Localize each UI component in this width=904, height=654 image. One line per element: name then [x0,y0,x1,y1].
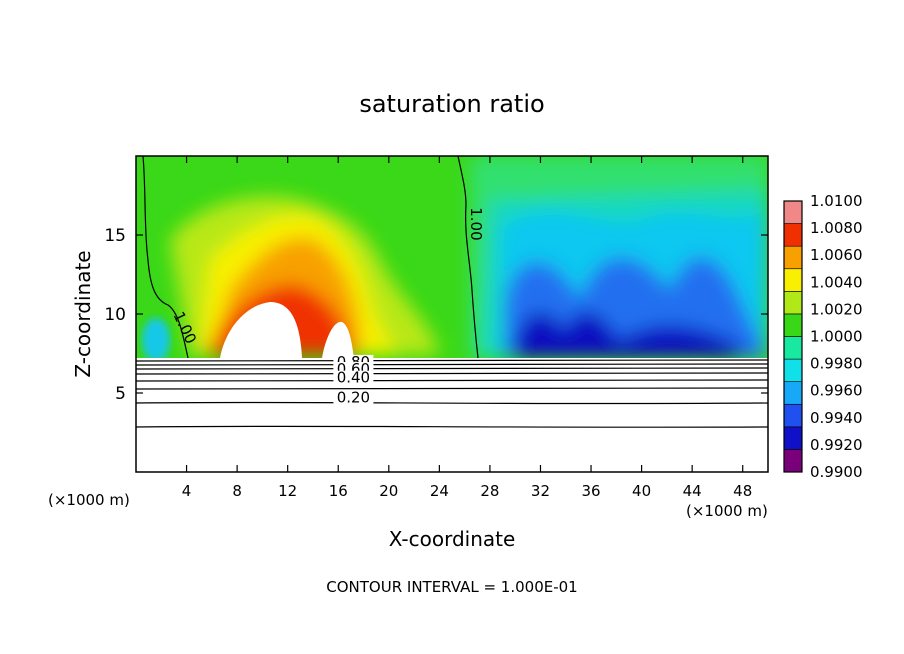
x-unit-left: (×1000 m) [48,491,130,509]
colorbar-label: 0.9960 [810,382,863,400]
x-tick-label: 28 [480,482,499,500]
contour-0-60 [136,367,768,370]
colorbar-frame [783,200,803,473]
contour-label: 0.40 [337,369,370,387]
core-right [322,321,354,358]
x-tick-label: 32 [531,482,550,500]
x-tick-label: 44 [683,482,702,500]
contour-0-40 [136,379,768,382]
x-tick-label: 16 [329,482,348,500]
x-tick-label: 36 [581,482,600,500]
contour-0-30 [136,387,768,390]
x-tick-label: 12 [278,482,297,500]
contour-1-00-right [457,156,479,359]
x-tick-label: 8 [232,482,242,500]
colorbar: 0.9900 0.9920 0.9940 0.9960 0.9980 1.0000 1.00… [783,192,863,481]
colorbar-label: 1.0040 [810,273,863,291]
lower-layer [136,358,768,472]
contour-label: 1.00 [467,207,485,240]
contour-0-50 [136,372,768,375]
y-tick-label: 10 [104,305,126,325]
y-tick-label: 15 [104,226,126,246]
colorbar-swatch [783,449,803,473]
colorbar-label: 1.0020 [810,300,863,318]
x-tick-label: 20 [379,482,398,500]
x-unit-right: (×1000 m) [686,502,768,520]
colorbar-swatch [783,200,803,224]
colorbar-swatch [783,268,803,292]
colorbar-label: 0.9940 [810,409,863,427]
colorbar-swatch [783,336,803,360]
colorbar-swatch [783,313,803,337]
colorbar-label: 1.0060 [810,246,863,264]
contour-0-10 [136,425,768,428]
x-tick-label: 40 [632,482,651,500]
colorbar-label: 0.9900 [810,463,863,481]
colorbar-label: 1.0000 [810,328,863,346]
chart-title: saturation ratio [359,90,544,118]
plot-area: 1.001.000.800.600.400.20 [136,156,768,472]
x-tick-label: 24 [430,482,449,500]
colorbar-swatch [783,291,803,315]
contour-0-20 [136,401,768,405]
y-axis-ticks: 5 10 15 [104,226,768,404]
contour-interval-note: CONTOUR INTERVAL = 1.000E-01 [326,578,577,596]
colorbar-swatch [783,358,803,382]
contour-0-70 [136,363,768,366]
x-axis-ticks: 4 8 12 16 20 24 28 32 36 40 44 48 [182,156,752,500]
colorbar-label: 1.0100 [810,192,863,210]
contour-0-80 [136,359,768,362]
x-tick-label: 4 [182,482,192,500]
contour-lines [136,156,768,428]
y-axis-label: Z-coordinate [71,250,95,377]
colorbar-swatch [783,245,803,270]
contour-label: 0.20 [337,388,370,406]
colorbar-label: 1.0080 [810,219,863,237]
colorbar-swatch [783,381,803,405]
colorbar-swatch [783,223,803,247]
contour-label-bg [333,370,374,385]
colorbar-label: 0.9980 [810,355,863,373]
colorbar-swatch [783,403,803,428]
x-axis-label: X-coordinate [389,527,516,551]
contour-label-bg [333,390,374,405]
colorbar-label: 0.9920 [810,436,863,454]
y-tick-label: 5 [115,384,126,404]
x-tick-label: 48 [733,482,752,500]
contour-1-00-left [142,156,189,359]
core-left [220,302,302,358]
colorbar-swatch [783,426,803,450]
